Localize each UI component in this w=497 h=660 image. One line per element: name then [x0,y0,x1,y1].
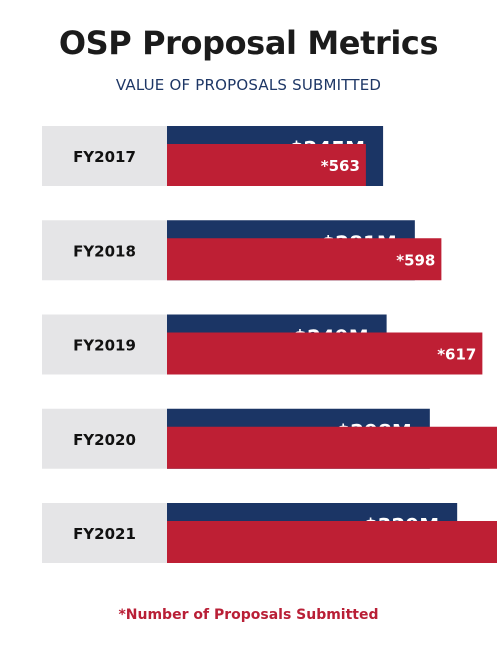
chart-subtitle: VALUE OF PROPOSALS SUBMITTED [115,76,382,94]
count-bar [167,238,442,281]
chart-row: FY2019$249M*617 [42,314,483,375]
chart-rows: FY2017$245M*563 FY2018$281M*598 FY2019$249… [42,126,497,563]
row-label-background [42,126,167,186]
category-label: FY2021 [73,525,136,543]
category-label: FY2019 [73,337,136,355]
count-label: *598 [396,251,435,269]
count-label: *563 [321,157,360,175]
chart-title: OSP Proposal Metrics [58,24,439,62]
chart-row: FY2021$329M*662 [42,503,497,563]
count-bar [167,144,366,186]
chart-row: FY2020$298M*655 [42,408,497,469]
row-label-background [42,408,167,469]
chart-row: FY2017$245M*563 [42,126,384,186]
footnote: *Number of Proposals Submitted [118,607,379,623]
count-bar [167,332,483,375]
count-bar [167,521,497,563]
category-label: FY2017 [73,148,136,166]
category-label: FY2020 [73,431,136,449]
count-bar [167,426,497,469]
category-label: FY2018 [73,242,136,260]
row-label-background [42,220,167,281]
row-label-background [42,314,167,375]
row-label-background [42,503,167,563]
count-label: *617 [437,346,476,364]
chart-row: FY2018$281M*598 [42,220,442,281]
